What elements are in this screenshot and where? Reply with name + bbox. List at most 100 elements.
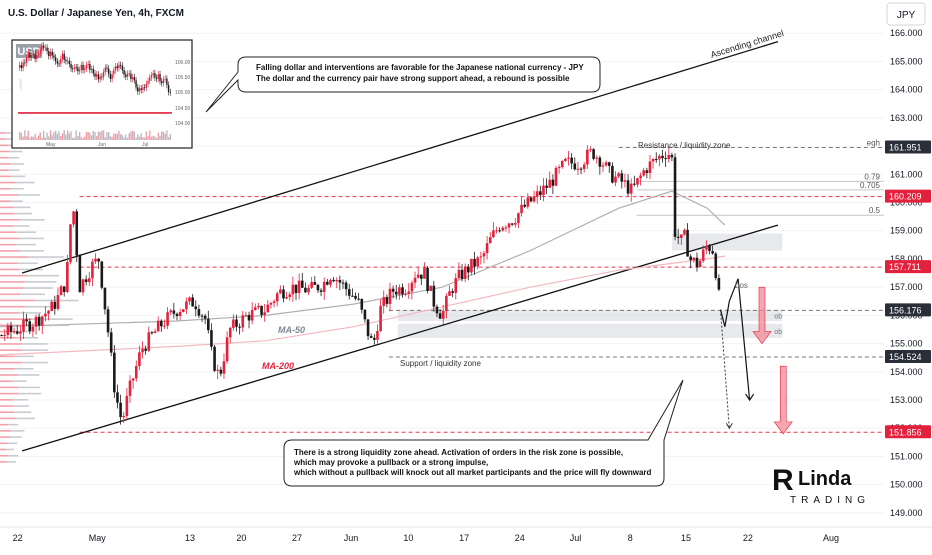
inset-axis-4: 104.00	[175, 121, 191, 127]
candle-body	[0, 335, 3, 337]
inset-volume-bar	[63, 130, 65, 140]
eqh-tag: eqh	[867, 138, 880, 147]
profile-bar-up	[0, 374, 18, 376]
candle-body	[91, 261, 94, 279]
candle-body	[551, 179, 555, 186]
profile-bar-down	[9, 436, 22, 438]
candle-body	[163, 325, 166, 327]
candle-body	[297, 280, 301, 294]
ma200-label: MA-200	[262, 361, 294, 371]
candle-body	[3, 334, 6, 336]
inset-candle-body	[87, 64, 89, 66]
inset-candle-body	[101, 76, 103, 78]
candle-body	[495, 230, 498, 232]
candle-body	[441, 310, 445, 319]
inset-volume-bar	[61, 133, 64, 140]
candle-body	[241, 315, 245, 328]
candle-body	[388, 288, 392, 304]
inset-candle-body	[70, 64, 72, 69]
candle-body	[404, 293, 407, 295]
candle-body	[141, 348, 144, 353]
projection-path	[719, 278, 751, 401]
time-axis[interactable]: 22 May 13 20 27 Jun 10 17 24 Jul 8 15 22 Aug	[13, 533, 839, 543]
profile-bar-up	[0, 163, 11, 165]
candle-body	[373, 337, 376, 340]
candle-body	[507, 223, 511, 228]
inset-volume-bar	[44, 137, 47, 140]
inset-candle-body	[75, 67, 77, 69]
inset-volume-bar	[97, 131, 100, 140]
inset-volume-bar	[138, 136, 141, 140]
profile-bar-up	[0, 430, 11, 432]
candle-body	[75, 211, 79, 256]
inset-candle-body	[78, 69, 81, 72]
zone-ob1-tag: ob	[774, 313, 782, 320]
profile-bar-down	[5, 132, 12, 134]
candle-body	[520, 204, 523, 214]
level-160-badge	[885, 189, 931, 203]
inset-candle-body	[89, 64, 91, 70]
candle-body	[166, 312, 169, 326]
candle-body	[633, 183, 636, 185]
inset-candle-body	[90, 68, 93, 70]
candle-body	[376, 331, 379, 340]
y-tick-label: 163.000	[890, 113, 923, 123]
candle-body	[595, 157, 599, 159]
inset-volume-bar	[125, 134, 127, 140]
candle-body	[316, 284, 320, 291]
candle-body	[6, 325, 10, 335]
candle-body	[654, 159, 658, 161]
profile-bar-down	[14, 212, 33, 215]
inset-candle-body	[119, 64, 122, 66]
profile-bar-down	[15, 330, 35, 333]
candle-body	[313, 282, 317, 285]
inset-x-jul: Jul	[142, 142, 148, 148]
inset-candle-body	[137, 87, 139, 92]
candle-body	[134, 366, 138, 379]
candle-body	[326, 281, 329, 285]
profile-bar-up	[0, 287, 24, 289]
inset-volume-bar	[70, 131, 72, 140]
logo-text-bottom: TRADING	[790, 495, 870, 506]
zones: ob ob	[397, 233, 783, 338]
eqh-value: 161.951	[889, 142, 922, 152]
candle-body	[169, 310, 173, 313]
profile-bar-down	[15, 417, 36, 420]
candle-body	[288, 294, 292, 298]
profile-bar-up	[0, 187, 11, 190]
x-tick-label: 10	[403, 533, 413, 543]
inset-volume-bar	[46, 132, 48, 140]
y-tick-label: 158.000	[890, 254, 923, 264]
profile-bar-up	[0, 324, 32, 327]
profile-bar-up	[0, 225, 14, 227]
candle-body	[592, 149, 595, 159]
candle-body	[28, 321, 32, 332]
profile-bar-up	[0, 355, 16, 358]
inset-volume-bar	[104, 137, 106, 140]
inset-candle-body	[111, 74, 113, 80]
inset-volume-bar	[20, 132, 23, 140]
candle-body	[94, 258, 97, 262]
profile-bar-up	[0, 200, 11, 202]
candle-body	[269, 302, 273, 305]
bos-label: bos	[735, 281, 748, 290]
inset-volume-bar	[54, 130, 57, 140]
candle-body	[188, 297, 191, 302]
inset-volume-bar	[78, 131, 81, 140]
candle-body	[698, 260, 702, 267]
inset-volume-bar	[90, 135, 93, 140]
inset-candle-body	[19, 65, 21, 68]
candle-body	[501, 227, 505, 231]
inset-axis-1: 105.50	[175, 75, 191, 81]
candle-body	[207, 318, 210, 331]
candle-body	[122, 415, 126, 418]
candle-body	[670, 154, 674, 158]
inset-candle-body	[142, 87, 144, 90]
currency-button[interactable]: JPY	[886, 2, 926, 26]
profile-bar-up	[0, 138, 6, 140]
candle-body	[636, 178, 639, 185]
candle-body	[476, 257, 479, 267]
candle-body	[84, 279, 88, 283]
